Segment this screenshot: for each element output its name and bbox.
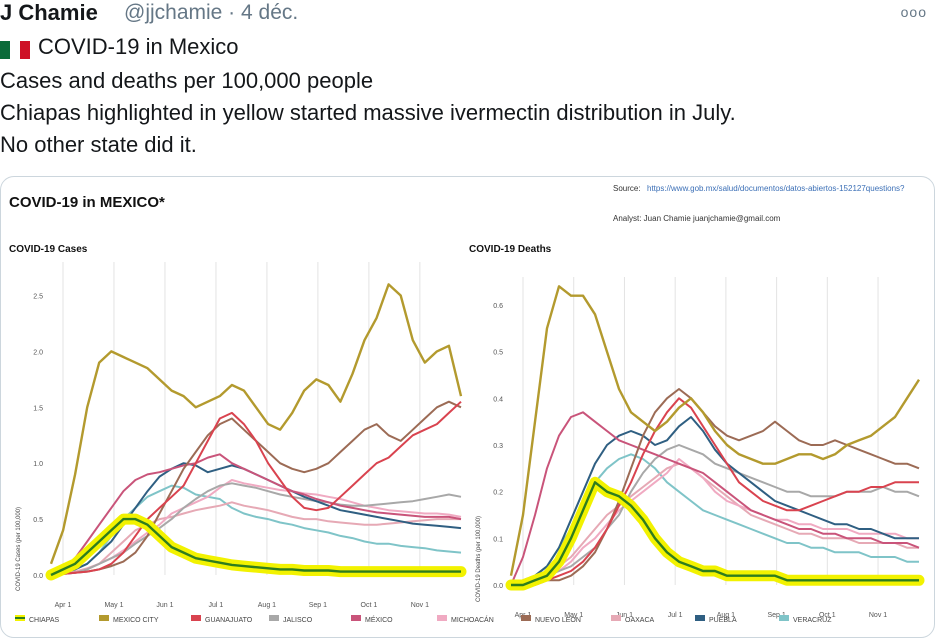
y-tick-label: 2.5 (33, 294, 43, 301)
x-tick-label: Sep 1 (767, 612, 785, 619)
legend-label: PUEBLA (709, 617, 737, 624)
cases-plot: Apr 1 May 1 Jun 1 Jul 1 Aug 1 Sep 1 Oct 1 Nov 1… (33, 262, 467, 609)
tweet-line-4: No other state did it. (0, 132, 197, 157)
legend-swatch (521, 615, 531, 621)
legend-label: GUANAJUATO (205, 617, 253, 624)
series-line-guanajuato (511, 397, 919, 586)
legend-swatch (779, 615, 789, 621)
series-line-jalisco (50, 482, 462, 576)
series-line-puebla (510, 416, 919, 586)
series-line-oaxaca (50, 501, 461, 576)
legend-label: OAXACA (625, 617, 655, 624)
series-line-m-xico (510, 411, 920, 586)
series-line-oaxaca (510, 462, 919, 586)
tweet-text-line-1: COVID-19 in Mexico (0, 32, 239, 62)
legend-label: JALISCO (283, 617, 313, 624)
legend-swatch (99, 615, 109, 621)
source-label: Source: (613, 184, 641, 193)
source-url: https://www.gob.mx/salud/documentos/dato… (647, 184, 905, 193)
legend-item: NUEVO LEÓN (521, 615, 581, 624)
legend-item: VERACRUZ (779, 615, 832, 624)
deaths-y-label: COVID-19 Deaths (per 100,000) (476, 516, 482, 602)
legend-swatch (437, 615, 447, 621)
x-tick-label: Sep 1 (309, 602, 327, 609)
y-tick-label: 2.0 (33, 349, 43, 356)
legend-label: CHIAPAS (29, 617, 60, 624)
tweet-handle-date[interactable]: @jjchamie · 4 déc. (124, 1, 299, 24)
x-tick-label: Oct 1 (361, 602, 378, 609)
legend-label: VERACRUZ (793, 617, 832, 624)
x-tick-label: Jun 1 (616, 612, 633, 619)
x-tick-label: Apr 1 (55, 602, 72, 609)
x-tick-label: Aug 1 (717, 612, 735, 619)
legend-item: JALISCO (269, 615, 313, 624)
series-line-chiapas (511, 481, 919, 587)
tweet-line-1: COVID-19 in Mexico (38, 34, 239, 59)
x-tick-label: Nov 1 (411, 602, 429, 609)
series-line-michoac-n (511, 458, 919, 586)
legend-item: MEXICO CITY (99, 615, 159, 624)
legend-swatch-line (15, 617, 25, 619)
legend-item: CHIAPAS (15, 615, 60, 624)
legend-swatch (191, 615, 201, 621)
x-tick-label: May 1 (104, 602, 123, 609)
y-tick-label: 0.0 (493, 583, 503, 590)
legend-swatch (695, 615, 705, 621)
legend-label: MÉXICO (365, 615, 393, 624)
y-tick-label: 0.1 (493, 536, 503, 543)
y-tick-label: 0.5 (493, 350, 503, 357)
series-line-mexico-city (49, 283, 463, 565)
y-tick-label: 1.0 (33, 461, 43, 468)
legend-item: PUEBLA (695, 615, 737, 624)
legend-swatch (269, 615, 279, 621)
series-line-m-xico (50, 453, 462, 576)
tweet-image[interactable]: COVID-19 in MEXICO* Source: https://www.… (0, 176, 935, 638)
cases-panel-title: COVID-19 Cases (9, 244, 88, 255)
series-line-chiapas (50, 517, 461, 577)
legend-swatch (611, 615, 621, 621)
x-tick-label: Oct 1 (819, 612, 836, 619)
legend-label: MICHOACÁN (451, 615, 494, 624)
covid-chart-figure: COVID-19 in MEXICO* Source: https://www.… (9, 184, 925, 624)
legend-item: MICHOACÁN (437, 615, 494, 624)
tweet-header: J Chamie @jjchamie · 4 déc. ooo (0, 0, 945, 30)
series-line-mexico-city (509, 285, 921, 576)
mexico-flag-icon (0, 37, 30, 60)
y-tick-label: 0.2 (493, 490, 503, 497)
deaths-panel-title: COVID-19 Deaths (469, 244, 552, 255)
tweet-line-2: Cases and deaths per 100,000 people (0, 68, 374, 93)
legend-item: MÉXICO (351, 615, 393, 624)
figure-title: COVID-19 in MEXICO* (9, 194, 165, 211)
tweet-line-3: Chiapas highlighted in yellow started ma… (0, 100, 736, 125)
analyst-credit: Analyst: Juan Chamie juanjchamie@gmail.c… (613, 214, 781, 223)
y-tick-label: 0.6 (493, 303, 503, 310)
y-tick-label: 1.5 (33, 405, 43, 412)
x-tick-label: Jul 1 (209, 602, 224, 609)
x-tick-label: Nov 1 (869, 612, 887, 619)
x-tick-label: Jul 1 (668, 612, 683, 619)
legend-swatch (351, 615, 361, 621)
y-tick-label: 0.5 (33, 517, 43, 524)
chart-legend: CHIAPAS MEXICO CITY GUANAJUATO JALISCO MÉXIC… (15, 615, 832, 624)
series-line-michoac-n (50, 479, 462, 576)
y-tick-label: 0.4 (493, 396, 503, 403)
y-tick-label: 0.0 (33, 573, 43, 580)
more-options-icon[interactable]: ooo (900, 4, 927, 20)
y-tick-label: 0.3 (493, 443, 503, 450)
x-tick-label: Aug 1 (258, 602, 276, 609)
legend-item: GUANAJUATO (191, 615, 253, 624)
legend-label: NUEVO LEÓN (535, 615, 581, 624)
series-line-nuevo-le-n (511, 388, 920, 586)
legend-label: MEXICO CITY (113, 617, 159, 624)
tweet-author[interactable]: J Chamie (0, 0, 98, 25)
x-tick-label: May 1 (564, 612, 583, 619)
x-tick-label: Jun 1 (156, 602, 173, 609)
series-line-guanajuato (50, 400, 462, 576)
legend-item: OAXACA (611, 615, 655, 624)
cases-y-label: COVID-19 Cases (per 100,000) (16, 507, 22, 591)
